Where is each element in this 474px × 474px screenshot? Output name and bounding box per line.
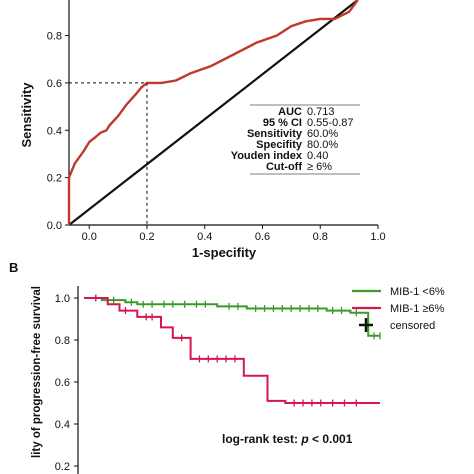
roc-stat-label: Youden index bbox=[231, 150, 303, 162]
roc-stat-value: 0.40 bbox=[307, 150, 328, 162]
roc-stat-label: AUC bbox=[278, 106, 302, 118]
roc-x-ticks: 0.0 0.2 0.4 0.6 0.8 1.0 bbox=[82, 225, 386, 243]
roc-stat-label: Specifity bbox=[256, 139, 303, 151]
roc-curve bbox=[67, 0, 359, 225]
km-legend-label: MIB-1 <6% bbox=[390, 286, 445, 298]
roc-stat-label: Cut-off bbox=[266, 161, 302, 173]
log-rank-annotation: log-rank test: p < 0.001 bbox=[222, 432, 353, 446]
roc-stat-value: 60.0% bbox=[307, 128, 338, 140]
km-legend-label: censored bbox=[390, 320, 435, 332]
roc-y-axis-label: Sensitivity bbox=[19, 82, 34, 148]
roc-stat-value: 80.0% bbox=[307, 139, 338, 151]
roc-x-tick-label: 0.4 bbox=[197, 231, 212, 243]
roc-stat-label: 95 % CI bbox=[263, 117, 302, 129]
km-y-tick-label: 0.6 bbox=[55, 377, 70, 389]
roc-stat-value: ≥ 6% bbox=[307, 161, 332, 173]
panel-label-b: B bbox=[9, 260, 18, 275]
km-y-axis-label: lity of progression-free survival bbox=[31, 286, 43, 458]
roc-x-tick-label: 0.2 bbox=[139, 231, 154, 243]
roc-y-tick-label: 0.8 bbox=[47, 31, 62, 43]
roc-y-ticks: 0.0 0.2 0.4 0.6 0.8 bbox=[47, 31, 69, 232]
km-series bbox=[84, 294, 381, 407]
roc-chart: 0.0 0.2 0.4 0.6 0.8 0.0 0.2 0.4 0.6 0.8 1.0 Sensi… bbox=[19, 0, 386, 260]
roc-y-tick-label: 0.4 bbox=[47, 125, 62, 137]
roc-reference-line bbox=[68, 0, 359, 226]
roc-stat-value: 0.713 bbox=[307, 106, 335, 118]
km-legend-label: MIB-1 ≥6% bbox=[390, 303, 445, 315]
km-legend: MIB-1 <6% MIB-1 ≥6% censored bbox=[352, 286, 445, 332]
roc-x-tick-label: 0.8 bbox=[313, 231, 328, 243]
roc-x-axis-label: 1-specifity bbox=[192, 245, 257, 260]
km-series-low-line bbox=[84, 297, 380, 337]
roc-x-tick-label: 0.6 bbox=[255, 231, 270, 243]
roc-y-tick-label: 0.0 bbox=[47, 220, 62, 232]
roc-lines bbox=[67, 0, 359, 226]
km-y-tick-label: 0.4 bbox=[55, 419, 70, 431]
km-y-tick-label: 1.0 bbox=[55, 293, 70, 305]
roc-stat-label: Sensitivity bbox=[247, 128, 303, 140]
km-y-ticks: 1.0 0.8 0.6 0.4 0.2 bbox=[55, 286, 79, 474]
roc-x-tick-label: 0.0 bbox=[82, 231, 97, 243]
roc-y-tick-label: 0.2 bbox=[47, 173, 62, 185]
km-chart: B lity of progression-free survival 1.0 0… bbox=[9, 260, 445, 474]
km-y-tick-label: 0.2 bbox=[55, 461, 70, 473]
roc-stats-table: AUC 0.713 95 % CI 0.55-0.87 Sensitivity 60.0%… bbox=[231, 104, 360, 175]
roc-stat-value: 0.55-0.87 bbox=[307, 117, 353, 129]
roc-y-tick-label: 0.6 bbox=[47, 78, 62, 90]
roc-x-tick-label: 1.0 bbox=[370, 231, 385, 243]
km-series-high-line bbox=[84, 297, 380, 404]
km-y-tick-label: 0.8 bbox=[55, 335, 70, 347]
